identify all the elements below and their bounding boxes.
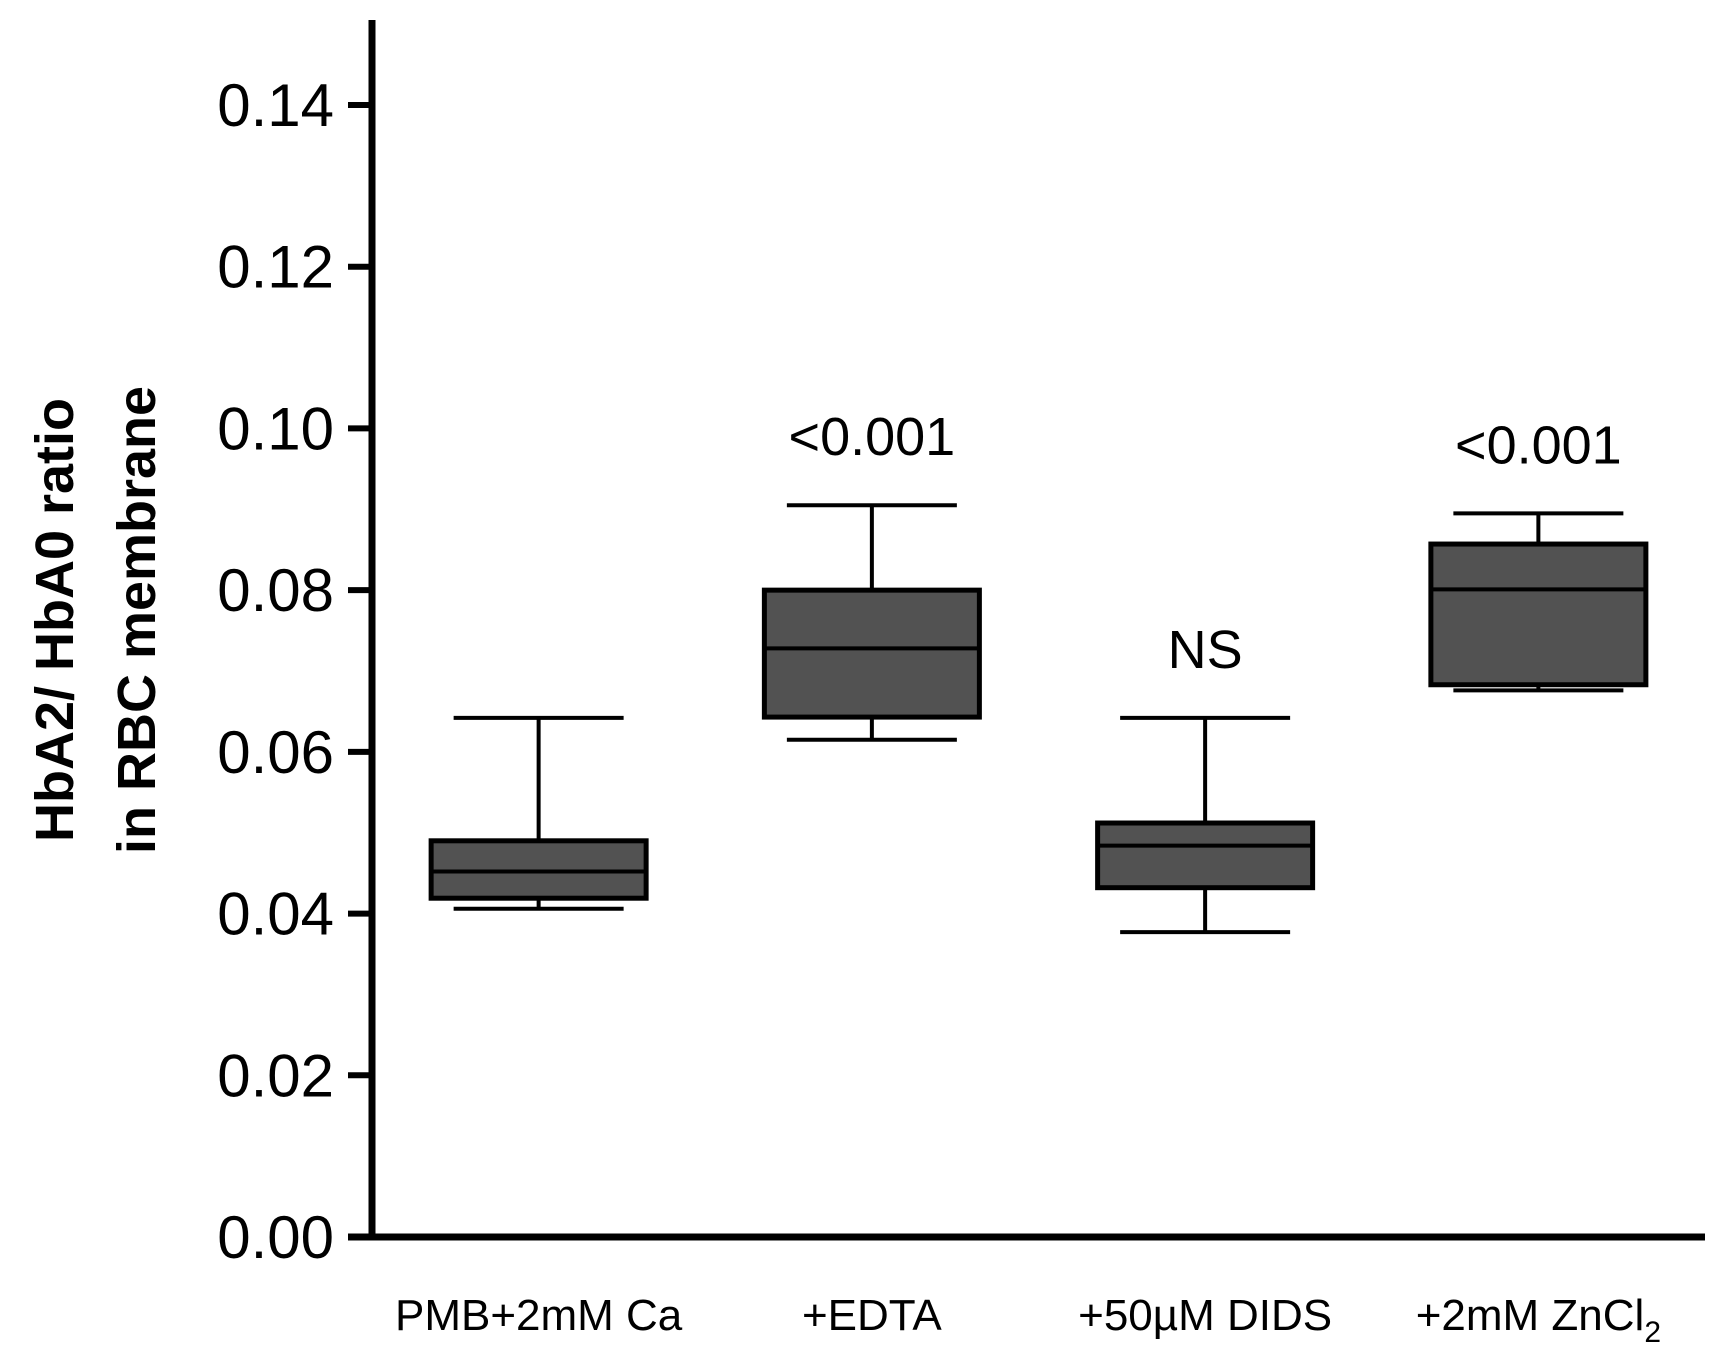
y-axis: 0.00 0.02 0.04 0.06 0.08 0.10 0.12 0.14: [217, 20, 376, 1271]
significance-annotation: NS: [1168, 620, 1243, 680]
category-label: PMB+2mM Ca: [395, 1291, 683, 1340]
significance-annotation: <0.001: [1455, 415, 1622, 475]
box-4: [1428, 511, 1649, 693]
category-label: +50µM DIDS: [1078, 1291, 1332, 1340]
y-tick-label: 0.06: [217, 719, 334, 786]
category-label-text: PMB+2mM Ca: [395, 1291, 683, 1340]
category-label: +2mM ZnCl2: [1416, 1291, 1661, 1349]
category-label: +EDTA: [802, 1291, 942, 1340]
box-3: [1095, 715, 1316, 935]
iqr-box: [1428, 541, 1649, 688]
significance-annotation: <0.001: [789, 407, 956, 467]
boxes-group: [428, 503, 1649, 935]
annotations-group: <0.001 NS <0.001: [789, 407, 1622, 680]
y-tick-label: 0.14: [217, 72, 334, 139]
iqr-box: [761, 587, 982, 720]
box-2: [761, 503, 982, 742]
y-tick-label: 0.00: [217, 1204, 334, 1271]
y-axis-label-line-1: HbA2/ HbA0 ratio: [25, 398, 85, 842]
category-label-subscript: 2: [1644, 1316, 1661, 1349]
y-tick-label: 0.04: [217, 881, 334, 948]
category-label-text: +EDTA: [802, 1291, 942, 1340]
y-tick-label: 0.02: [217, 1042, 334, 1109]
y-tick-label: 0.08: [217, 557, 334, 624]
category-label-text: +2mM ZnCl: [1416, 1291, 1645, 1340]
iqr-box: [1095, 820, 1316, 891]
y-tick-label: 0.10: [217, 395, 334, 462]
iqr-box: [428, 838, 649, 901]
y-axis-label: HbA2/ HbA0 ratio in RBC membrane: [25, 386, 167, 854]
category-label-text: +50µM DIDS: [1078, 1291, 1332, 1340]
category-labels-group: PMB+2mM Ca +EDTA +50µM DIDS +2mM ZnCl2: [395, 1291, 1661, 1349]
y-axis-label-line-2: in RBC membrane: [107, 386, 167, 854]
box-1: [428, 715, 649, 911]
y-tick-label: 0.12: [217, 234, 334, 301]
